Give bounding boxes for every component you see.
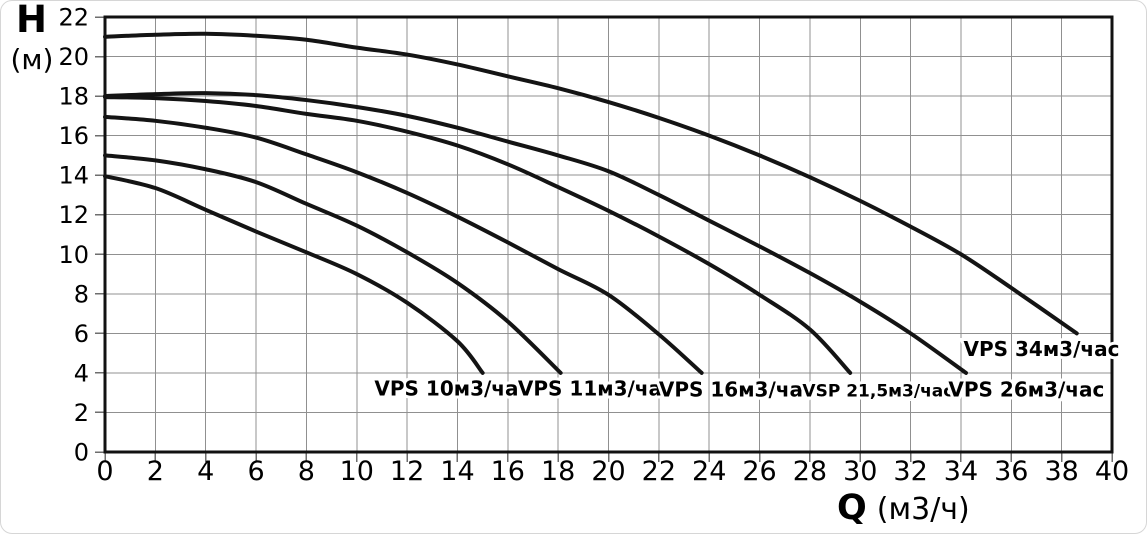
y-tick-label: 2 bbox=[74, 399, 89, 427]
y-tick-label: 20 bbox=[58, 43, 89, 71]
curve-label-2: VPS 11м3/час bbox=[518, 377, 674, 401]
x-tick-label: 16 bbox=[491, 456, 525, 487]
pump-curve-1 bbox=[103, 174, 485, 375]
pump-curve-2 bbox=[103, 153, 563, 375]
pump-curve-3 bbox=[103, 114, 704, 375]
curve-label-3: VPS 16м3/час bbox=[659, 378, 815, 402]
pump-curve-4 bbox=[103, 95, 853, 375]
y-tick-label: 8 bbox=[74, 280, 89, 308]
y-tick-label: 16 bbox=[58, 122, 89, 150]
y-tick-label: 0 bbox=[74, 439, 89, 467]
x-tick-label: 10 bbox=[340, 456, 374, 487]
curve-label-5: VPS 26м3/час bbox=[948, 378, 1104, 402]
pump-curve-6 bbox=[103, 31, 1079, 336]
curve-label-6: VPS 34м3/час bbox=[964, 337, 1120, 361]
x-tick-label: 22 bbox=[642, 456, 676, 487]
x-tick-label: 28 bbox=[793, 456, 827, 487]
pump-curve-5 bbox=[103, 91, 968, 375]
x-tick-label: 32 bbox=[893, 456, 927, 487]
y-tick-label: 6 bbox=[74, 320, 89, 348]
x-tick-label: 18 bbox=[541, 456, 575, 487]
x-tick-label: 2 bbox=[147, 456, 164, 487]
y-tick-label: 12 bbox=[58, 201, 89, 229]
x-tick-label: 14 bbox=[440, 456, 474, 487]
x-tick-label: 4 bbox=[197, 456, 214, 487]
x-tick-label: 30 bbox=[843, 456, 877, 487]
x-tick-label: 12 bbox=[390, 456, 424, 487]
x-tick-label: 20 bbox=[591, 456, 625, 487]
x-tick-label: 26 bbox=[742, 456, 776, 487]
x-tick-label: 40 bbox=[1095, 456, 1129, 487]
y-tick-label: 22 bbox=[58, 4, 89, 32]
curve-label-1: VPS 10м3/час bbox=[374, 377, 530, 401]
x-tick-label: 38 bbox=[1044, 456, 1078, 487]
x-tick-label: 36 bbox=[994, 456, 1028, 487]
axis-frame bbox=[103, 15, 1114, 454]
x-tick-label: 8 bbox=[298, 456, 315, 487]
x-tick-label: 0 bbox=[96, 456, 113, 487]
x-tick-label: 6 bbox=[247, 456, 264, 487]
x-tick-label: 24 bbox=[692, 456, 726, 487]
curve-label-4: VSP 21,5м3/час bbox=[802, 382, 953, 402]
y-tick-label: 4 bbox=[74, 359, 89, 387]
y-tick-label: 14 bbox=[58, 162, 89, 190]
y-tick-label: 18 bbox=[58, 83, 89, 111]
x-tick-label: 34 bbox=[944, 456, 978, 487]
y-tick-label: 10 bbox=[58, 241, 89, 269]
